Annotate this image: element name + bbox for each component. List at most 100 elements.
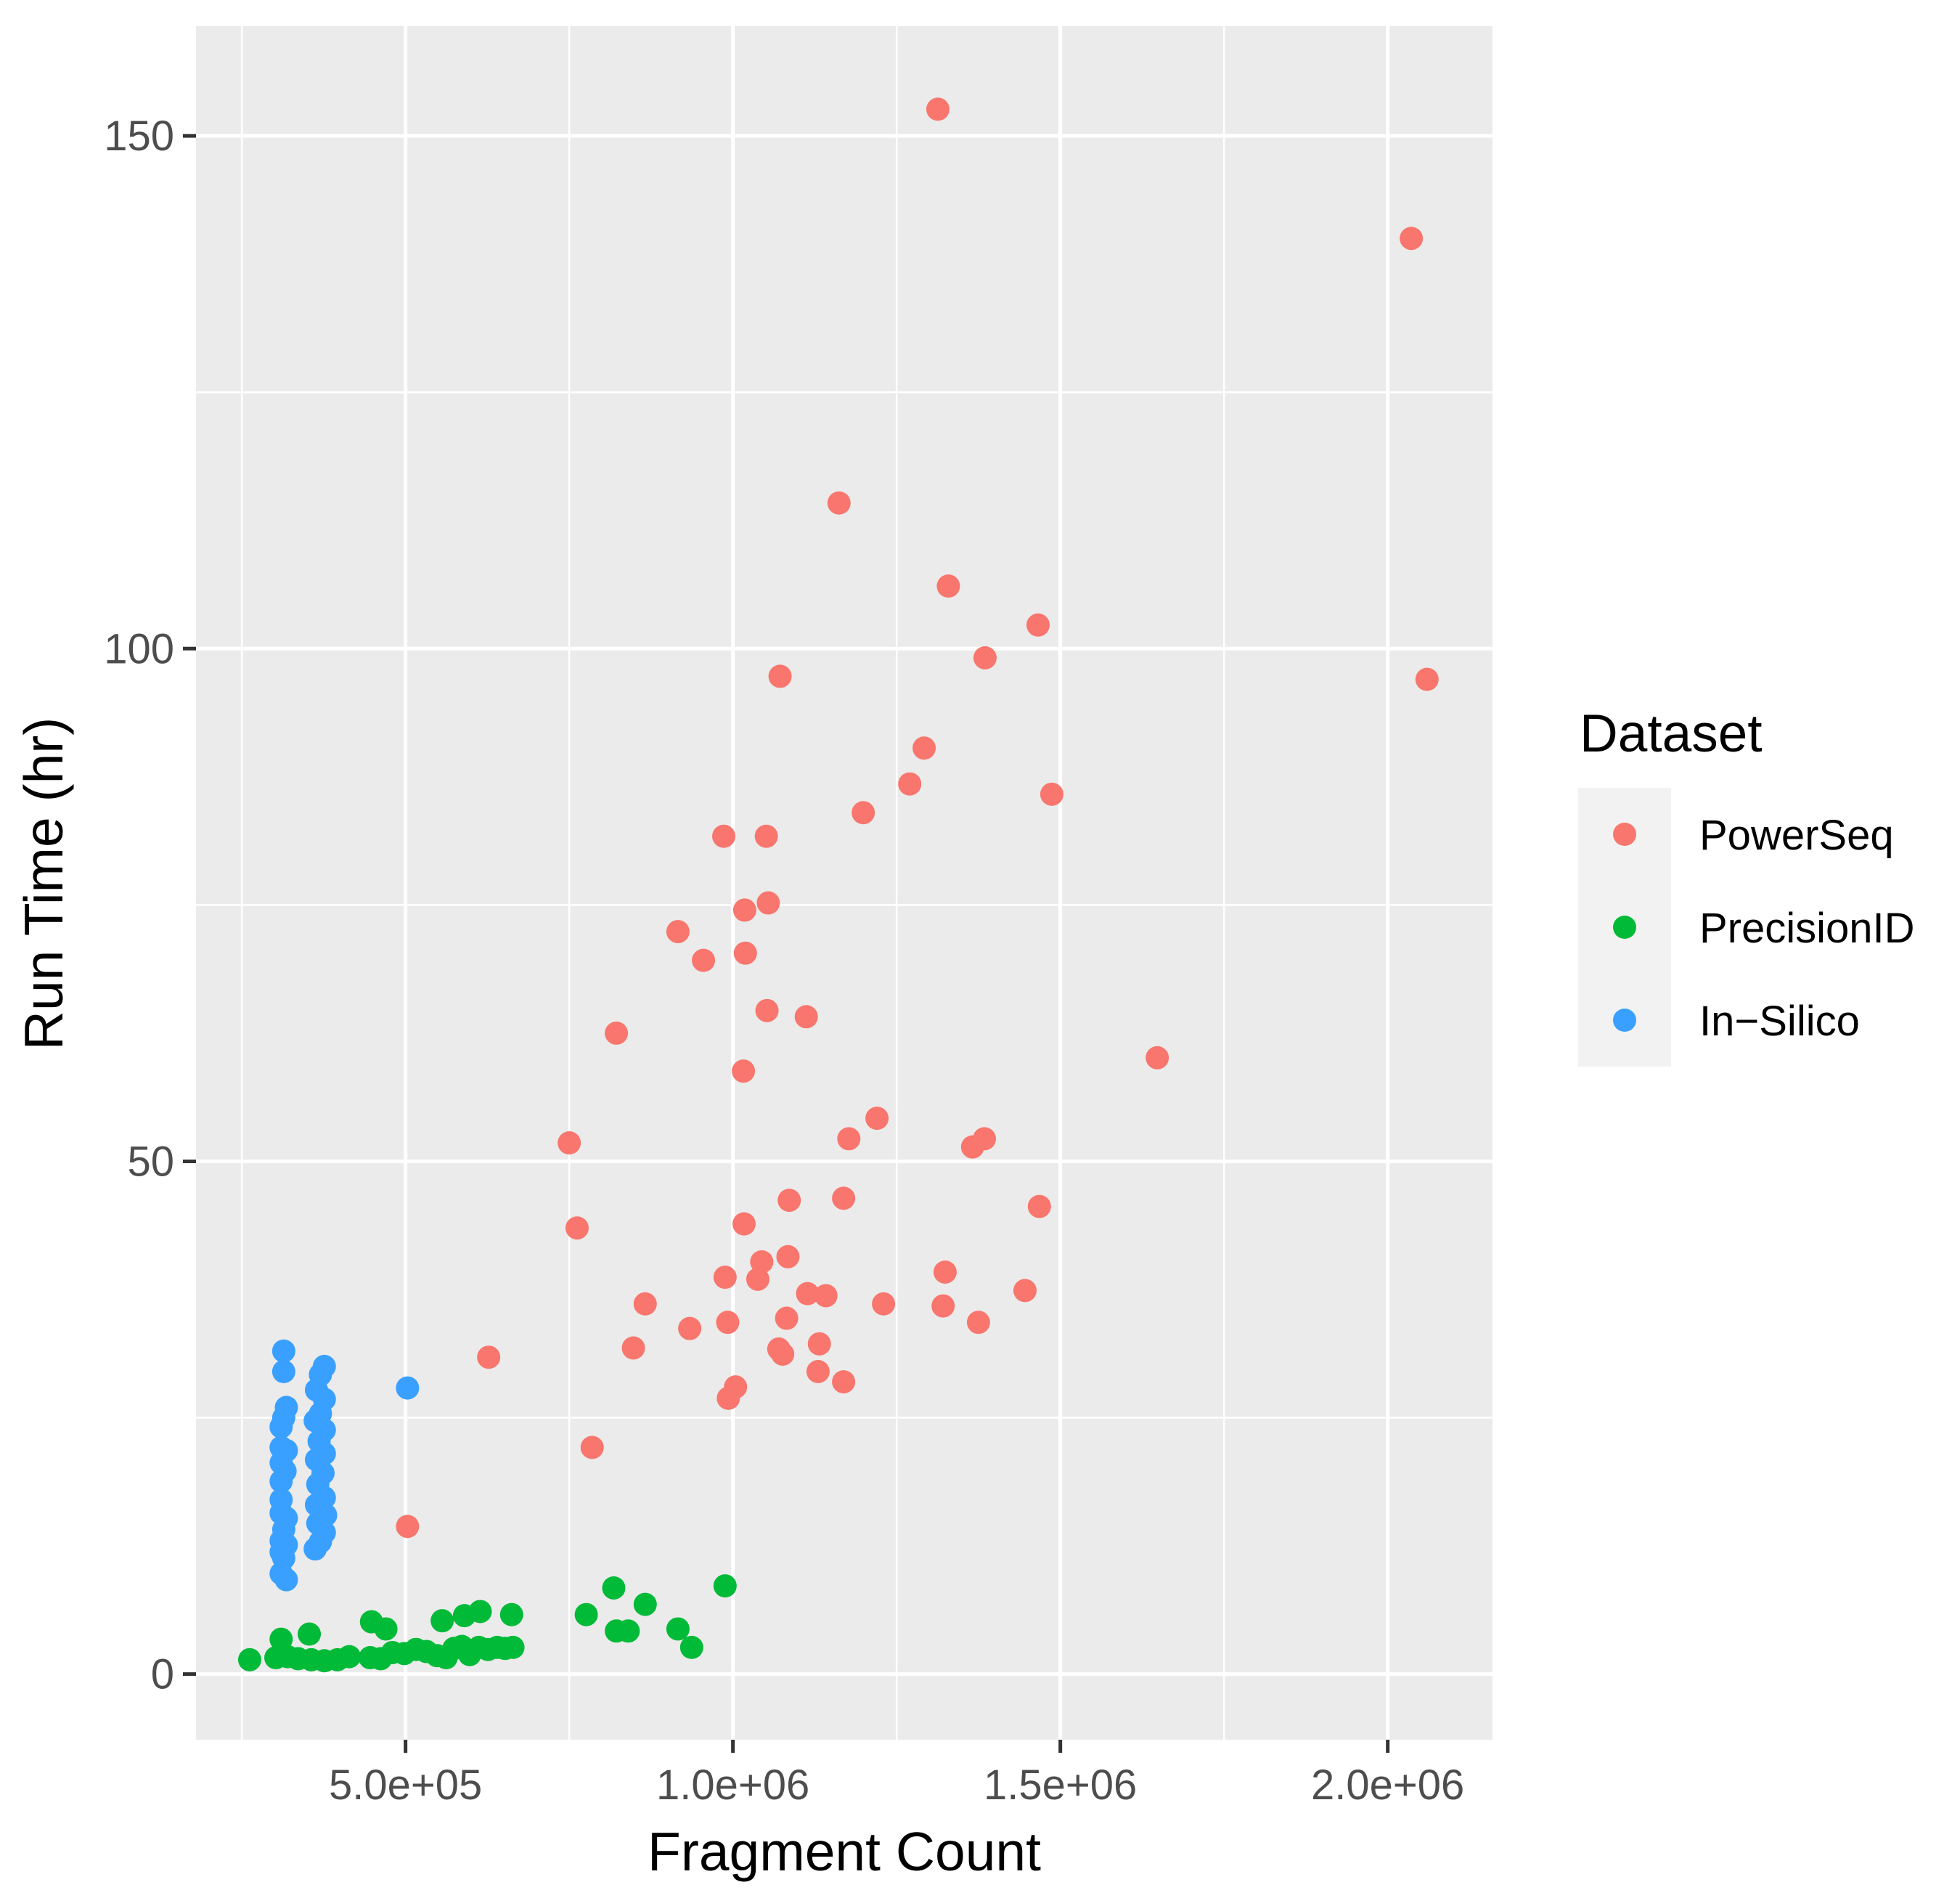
data-point-precisionid	[430, 1609, 454, 1633]
legend-label-in-silico: In−Silico	[1699, 998, 1860, 1045]
data-point-precisionid	[499, 1602, 523, 1626]
data-point-powerseq	[936, 574, 960, 598]
data-point-precisionid	[501, 1635, 525, 1659]
data-point-powerseq	[814, 1284, 838, 1308]
data-point-precisionid	[237, 1647, 261, 1671]
major-gridlines	[196, 26, 1493, 1740]
data-point-in-silico	[269, 1470, 293, 1494]
data-point-precisionid	[452, 1604, 476, 1628]
data-point-precisionid	[298, 1622, 322, 1646]
data-point-powerseq	[827, 491, 851, 515]
data-point-precisionid	[574, 1602, 598, 1626]
data-point-powerseq	[477, 1345, 501, 1369]
data-point-powerseq	[1040, 782, 1063, 806]
legend-label-precisionid: PrecisionID	[1699, 905, 1915, 952]
data-point-powerseq	[716, 1386, 740, 1410]
data-point-powerseq	[872, 1292, 896, 1316]
data-point-in-silico	[274, 1438, 298, 1462]
data-point-precisionid	[269, 1627, 293, 1651]
data-point-powerseq	[1027, 1194, 1051, 1218]
data-point-precisionid	[679, 1635, 703, 1659]
data-point-in-silico	[271, 1339, 295, 1363]
data-point-powerseq	[806, 1359, 830, 1383]
data-point-powerseq	[966, 1311, 990, 1335]
data-point-powerseq	[776, 1245, 800, 1268]
y-axis: 0 50 100 150	[104, 113, 196, 1698]
data-point-precisionid	[602, 1576, 626, 1600]
data-point-powerseq	[832, 1370, 856, 1394]
data-point-powerseq	[396, 1515, 420, 1539]
data-point-in-silico	[274, 1568, 298, 1592]
data-point-powerseq	[775, 1306, 799, 1330]
data-point-in-silico	[271, 1359, 295, 1383]
data-point-powerseq	[754, 824, 778, 848]
data-point-powerseq	[733, 941, 757, 965]
data-points	[237, 97, 1439, 1673]
data-point-in-silico	[269, 1415, 293, 1439]
data-point-powerseq	[837, 1127, 861, 1151]
legend-key-in-silico	[1613, 1009, 1636, 1032]
data-point-powerseq	[960, 1135, 984, 1159]
legend-key-precisionid	[1613, 916, 1636, 939]
data-point-powerseq	[832, 1186, 856, 1210]
data-point-powerseq	[796, 1282, 820, 1306]
data-point-powerseq	[692, 948, 716, 972]
x-tick-label: 5.0e+05	[329, 1761, 482, 1809]
data-point-powerseq	[912, 736, 936, 760]
data-point-powerseq	[973, 645, 997, 669]
x-axis-title: Fragment Count	[648, 1821, 1041, 1882]
data-point-powerseq	[666, 920, 690, 944]
x-tick-label: 1.5e+06	[984, 1761, 1137, 1809]
data-point-powerseq	[768, 664, 792, 688]
data-point-powerseq	[933, 1260, 957, 1284]
y-tick-label: 0	[151, 1651, 174, 1698]
data-point-powerseq	[732, 898, 756, 922]
data-point-powerseq	[580, 1435, 604, 1459]
data-point-in-silico	[396, 1376, 420, 1400]
data-point-powerseq	[633, 1292, 657, 1316]
data-point-powerseq	[807, 1332, 831, 1356]
data-point-powerseq	[712, 824, 736, 848]
data-point-powerseq	[926, 97, 950, 121]
data-point-powerseq	[621, 1336, 645, 1360]
legend-key-powerseq	[1613, 823, 1636, 846]
data-point-powerseq	[865, 1107, 889, 1131]
data-point-powerseq	[732, 1212, 756, 1236]
data-point-powerseq	[777, 1189, 801, 1213]
data-point-powerseq	[1026, 613, 1050, 637]
panel-background	[196, 26, 1493, 1740]
data-point-powerseq	[713, 1266, 737, 1290]
data-point-precisionid	[374, 1617, 398, 1641]
data-point-powerseq	[565, 1216, 589, 1240]
data-point-powerseq	[852, 801, 875, 825]
data-point-powerseq	[1146, 1046, 1169, 1070]
x-axis: 5.0e+05 1.0e+06 1.5e+06 2.0e+06	[329, 1740, 1464, 1809]
data-point-powerseq	[678, 1316, 702, 1340]
data-point-powerseq	[732, 1059, 756, 1083]
data-point-powerseq	[898, 772, 922, 796]
x-tick-label: 1.0e+06	[656, 1761, 809, 1809]
data-point-precisionid	[616, 1619, 640, 1643]
minor-gridlines	[196, 26, 1493, 1740]
data-point-in-silico	[303, 1537, 327, 1561]
data-point-precisionid	[338, 1645, 362, 1669]
legend: Dataset PowerSeq PrecisionID In−Silico	[1578, 704, 1915, 1067]
data-point-powerseq	[558, 1131, 581, 1155]
data-point-powerseq	[1013, 1279, 1037, 1303]
data-point-powerseq	[756, 891, 780, 915]
data-point-precisionid	[633, 1592, 657, 1616]
data-point-powerseq	[605, 1021, 629, 1045]
x-tick-label: 2.0e+06	[1311, 1761, 1464, 1809]
data-point-powerseq	[1415, 667, 1439, 691]
data-point-powerseq	[794, 1005, 818, 1029]
data-point-powerseq	[1400, 227, 1424, 251]
data-point-powerseq	[755, 998, 779, 1022]
data-point-powerseq	[750, 1250, 774, 1274]
y-tick-label: 100	[104, 625, 174, 672]
data-point-powerseq	[771, 1342, 795, 1366]
data-point-powerseq	[716, 1311, 740, 1335]
data-point-powerseq	[931, 1294, 955, 1318]
data-point-precisionid	[666, 1617, 690, 1641]
legend-title: Dataset	[1580, 704, 1763, 763]
